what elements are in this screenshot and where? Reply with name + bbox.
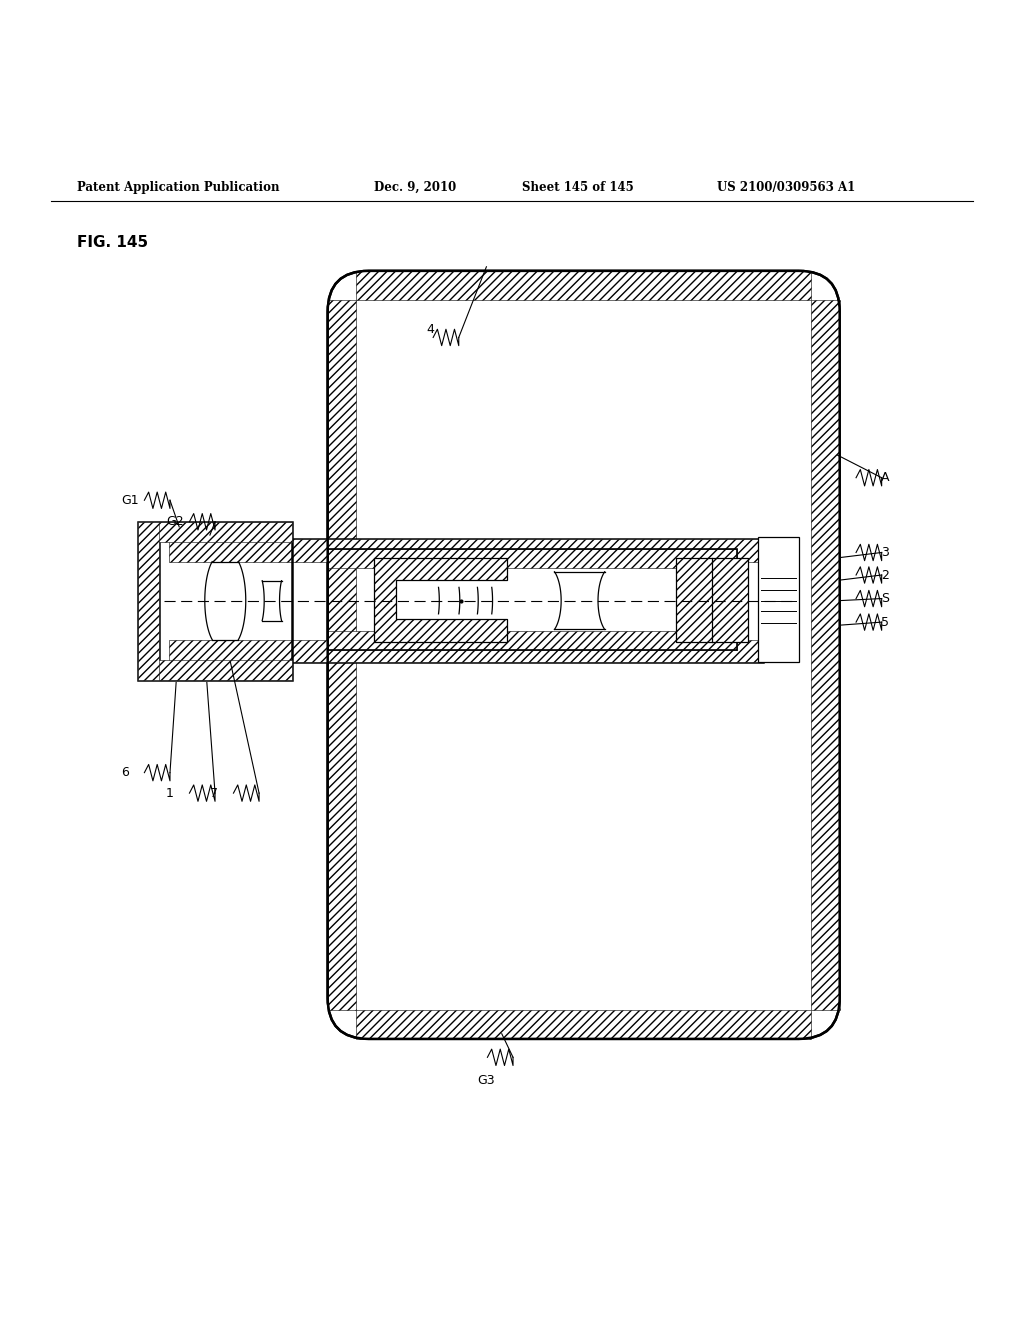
Polygon shape [328,549,737,568]
Text: 4: 4 [426,323,434,337]
Text: S: S [881,593,889,605]
Text: 7: 7 [210,787,218,800]
Text: 1: 1 [166,787,174,800]
Polygon shape [811,300,840,1010]
Polygon shape [328,300,356,1010]
Polygon shape [356,1010,811,1039]
Polygon shape [138,660,292,681]
Text: 6: 6 [121,766,129,779]
Polygon shape [138,521,292,543]
Polygon shape [138,521,159,681]
Text: A: A [881,471,889,484]
Polygon shape [676,557,748,642]
Polygon shape [328,631,737,649]
Text: G1: G1 [121,494,138,507]
Text: 3: 3 [881,546,889,558]
Polygon shape [356,271,811,300]
Text: Dec. 9, 2010: Dec. 9, 2010 [374,181,456,194]
Text: Patent Application Publication: Patent Application Publication [77,181,280,194]
Text: 2: 2 [881,569,889,582]
FancyBboxPatch shape [328,271,840,1039]
Polygon shape [169,639,763,663]
Text: G2: G2 [166,515,183,528]
Text: FIG. 145: FIG. 145 [77,235,147,249]
Polygon shape [374,557,507,642]
Text: 5: 5 [881,615,889,628]
Bar [758,537,799,663]
Text: US 2100/0309563 A1: US 2100/0309563 A1 [717,181,855,194]
Text: G3: G3 [477,1073,496,1086]
Polygon shape [169,539,763,562]
Text: Sheet 145 of 145: Sheet 145 of 145 [522,181,634,194]
